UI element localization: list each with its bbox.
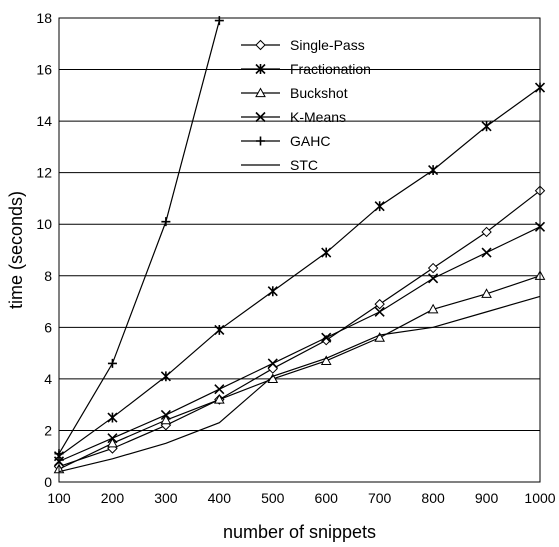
data-point-gahc: [161, 217, 171, 227]
data-point-k-means: [374, 306, 385, 317]
y-tick-label: 18: [36, 10, 52, 26]
series-stc: [58, 295, 541, 473]
legend-label-single-pass: Single-Pass: [290, 37, 365, 53]
series-line-fractionation: [58, 87, 541, 457]
data-point-buckshot: [160, 414, 172, 425]
y-tick-labels: 0 2 4 6 8 10 12 14 16 18: [36, 10, 52, 490]
series-single-pass: [53, 185, 546, 472]
legend-item-stc: STC: [241, 157, 318, 173]
series-line-stc: [58, 295, 541, 473]
data-point-gahc: [107, 358, 117, 368]
y-tick-label: 2: [44, 422, 52, 438]
series-line-buckshot: [58, 275, 541, 470]
x-tick-label: 600: [315, 490, 339, 506]
data-point-buckshot: [107, 437, 118, 448]
data-point-buckshot: [213, 393, 225, 404]
y-tick-label: 4: [44, 371, 52, 387]
x-tick-label: 500: [261, 490, 285, 506]
x-axis-title: number of snippets: [223, 522, 376, 542]
data-point-single-pass: [481, 226, 492, 238]
series-gahc: [54, 16, 224, 459]
grid-lines: [59, 69, 540, 431]
data-point-k-means: [481, 247, 492, 258]
legend-marker-gahc: [256, 136, 265, 146]
x-tick-label: 800: [421, 490, 445, 506]
legend-label-fractionation: Fractionation: [290, 61, 371, 77]
series-buckshot: [53, 270, 546, 474]
series-group: [53, 16, 546, 474]
legend-item-single-pass: Single-Pass: [241, 37, 365, 53]
y-tick-label: 6: [44, 319, 52, 335]
data-point-buckshot: [481, 288, 492, 298]
y-tick-label: 16: [36, 62, 52, 78]
data-point-fractionation: [321, 247, 332, 258]
data-point-fractionation: [481, 121, 492, 132]
y-tick-label: 10: [36, 216, 52, 232]
x-tick-label: 100: [47, 490, 71, 506]
data-point-buckshot: [374, 332, 386, 342]
data-point-k-means: [160, 409, 171, 421]
data-point-k-means: [107, 433, 118, 444]
x-tick-label: 200: [101, 490, 125, 506]
legend: Single-Pass Fractionation Buckshot K-Means G…: [241, 37, 371, 173]
data-point-fractionation: [160, 371, 171, 382]
data-point-fractionation: [107, 412, 118, 423]
y-axis-title: time (seconds): [6, 191, 26, 309]
series-line-gahc: [58, 20, 220, 454]
data-point-k-means: [321, 332, 332, 343]
data-point-fractionation: [374, 201, 385, 212]
x-tick-label: 1000: [524, 490, 555, 506]
data-point-single-pass: [374, 298, 385, 310]
plot-frame: [58, 17, 541, 483]
data-point-fractionation: [267, 286, 278, 297]
x-tick-label: 700: [368, 490, 392, 506]
series-k-means: [53, 221, 546, 467]
data-point-single-pass: [427, 262, 439, 274]
y-tick-label: 12: [36, 165, 52, 181]
series-line-k-means: [58, 226, 541, 462]
legend-marker-fractionation: [255, 63, 266, 75]
x-tick-labels: 100 200 300 400 500 600 700 800 900 1000: [47, 490, 555, 506]
data-point-k-means: [267, 358, 278, 369]
legend-item-gahc: GAHC: [241, 133, 330, 149]
legend-item-fractionation: Fractionation: [241, 61, 371, 77]
data-point-buckshot: [427, 303, 439, 314]
legend-item-k-means: K-Means: [241, 109, 346, 125]
legend-label-buckshot: Buckshot: [290, 85, 348, 101]
x-tick-label: 300: [154, 490, 178, 506]
legend-marker-k-means: [255, 111, 266, 123]
y-tick-label: 8: [44, 268, 52, 284]
y-tick-label: 0: [44, 474, 52, 490]
legend-label-stc: STC: [290, 157, 318, 173]
data-point-fractionation: [214, 324, 225, 335]
y-tick-label: 14: [36, 113, 52, 129]
x-tick-label: 400: [208, 490, 232, 506]
data-point-gahc: [214, 16, 224, 26]
data-point-k-means: [214, 384, 225, 395]
data-point-fractionation: [428, 165, 439, 176]
legend-marker-single-pass: [255, 39, 266, 51]
data-point-buckshot: [320, 355, 332, 365]
series-line-single-pass: [58, 190, 541, 468]
x-tick-label: 900: [475, 490, 499, 506]
legend-marker-buckshot: [255, 87, 266, 98]
legend-item-buckshot: Buckshot: [241, 85, 348, 101]
legend-label-gahc: GAHC: [290, 133, 330, 149]
data-point-k-means: [428, 273, 439, 284]
legend-label-k-means: K-Means: [290, 109, 346, 125]
